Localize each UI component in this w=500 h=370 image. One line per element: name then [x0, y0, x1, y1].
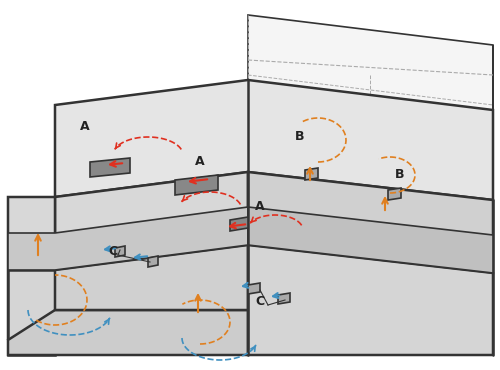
Polygon shape: [8, 270, 55, 355]
Text: A: A: [195, 155, 204, 168]
Polygon shape: [55, 172, 248, 270]
Polygon shape: [8, 197, 55, 340]
Polygon shape: [388, 188, 401, 200]
Polygon shape: [148, 256, 158, 267]
Polygon shape: [8, 310, 248, 355]
Text: B: B: [295, 130, 304, 143]
Polygon shape: [278, 293, 290, 304]
Polygon shape: [248, 207, 493, 273]
Text: B: B: [395, 168, 404, 181]
Text: C: C: [255, 295, 264, 308]
Polygon shape: [55, 80, 493, 200]
Polygon shape: [115, 246, 125, 257]
Polygon shape: [305, 168, 318, 180]
Polygon shape: [248, 283, 260, 294]
Polygon shape: [248, 105, 493, 225]
Polygon shape: [175, 175, 218, 195]
Polygon shape: [248, 15, 493, 135]
Polygon shape: [248, 245, 493, 355]
Polygon shape: [55, 245, 248, 310]
Polygon shape: [248, 172, 493, 273]
Polygon shape: [8, 207, 248, 270]
Text: C: C: [108, 245, 117, 258]
Text: A: A: [255, 200, 264, 213]
Text: A: A: [80, 120, 90, 133]
Polygon shape: [90, 158, 130, 177]
Polygon shape: [230, 217, 248, 231]
